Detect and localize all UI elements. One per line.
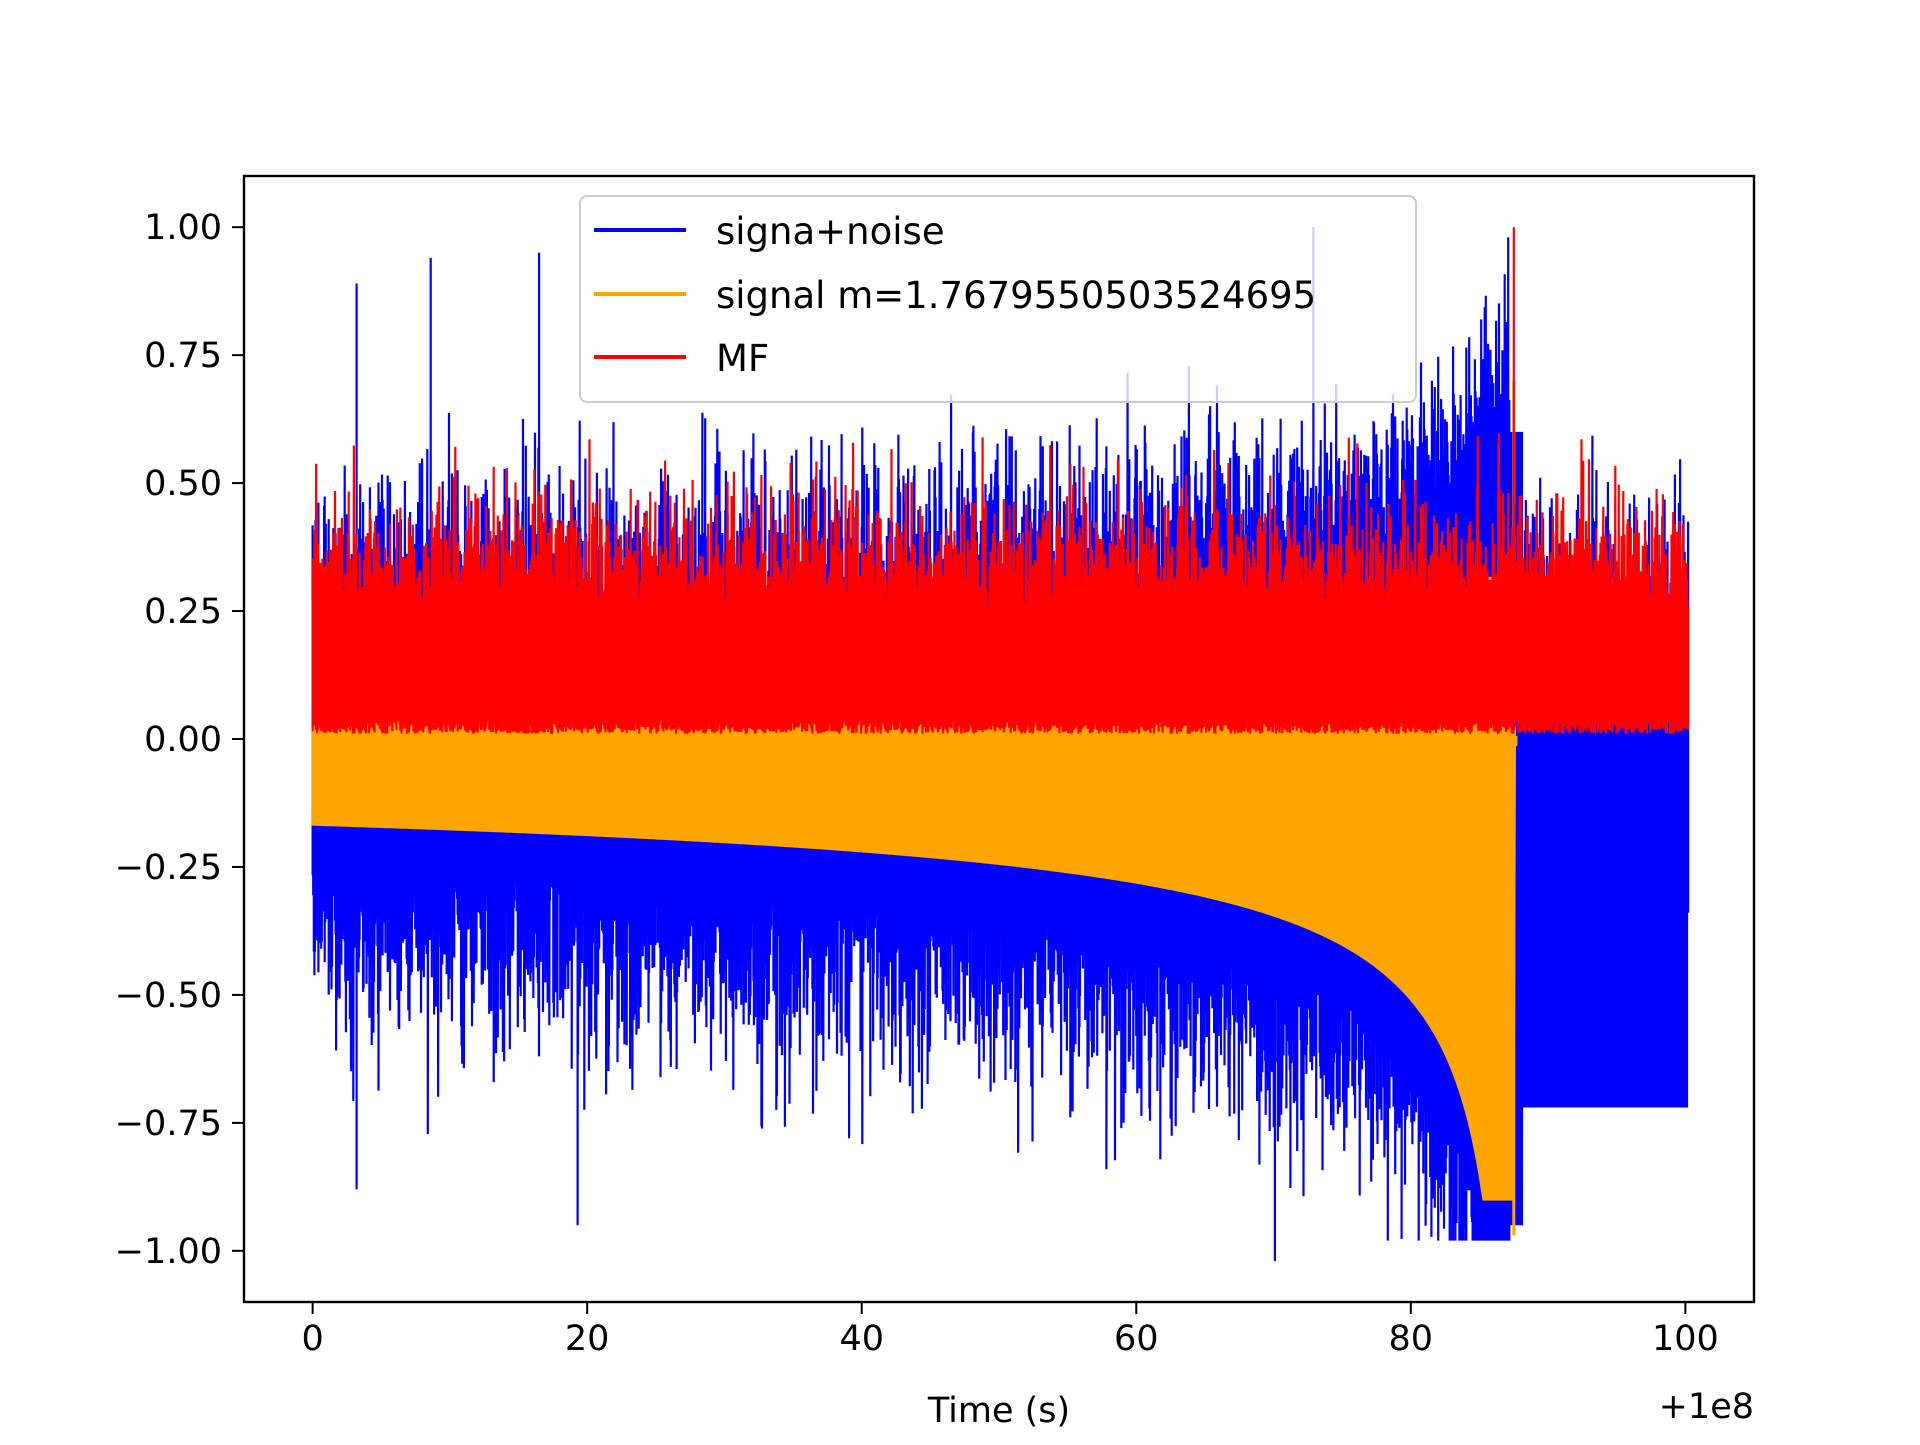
y-tick-label: 1.00: [144, 208, 222, 248]
series-mf-line: [311, 227, 1690, 734]
y-tick-label: −0.50: [115, 976, 222, 1016]
y-tick-label: 0.50: [144, 464, 222, 504]
legend-label-signal: signal m=1.7679550503524695: [716, 274, 1316, 317]
legend-label-signal-noise: signa+noise: [716, 210, 945, 253]
y-tick-label: 0.00: [144, 720, 222, 760]
y-tick-label: 0.25: [144, 592, 222, 632]
x-tick-label: 20: [565, 1319, 610, 1359]
x-axis-label: Time (s): [927, 1391, 1070, 1431]
y-tick-label: 0.75: [144, 336, 222, 376]
series-layer: [311, 227, 1690, 1262]
ticks-layer: 0 20 40 60 80 100 1.00 0.75 0.50 0.25 0.00 −0.25 −0.…: [115, 208, 1719, 1359]
x-tick-label: 80: [1389, 1319, 1434, 1359]
x-offset-label: +1e8: [1659, 1387, 1754, 1427]
legend-label-mf: MF: [716, 337, 769, 380]
series-signal-noise-tail: [1522, 744, 1689, 1108]
legend: signa+noise signal m=1.7679550503524695 …: [579, 195, 1417, 403]
y-tick-label: −1.00: [115, 1232, 222, 1272]
y-tick-label: −0.25: [115, 848, 222, 888]
x-tick-label: 0: [301, 1319, 323, 1359]
x-tick-label: 60: [1114, 1319, 1159, 1359]
x-tick-label: 100: [1652, 1319, 1719, 1359]
y-tick-label: −0.75: [115, 1104, 222, 1144]
x-tick-label: 40: [839, 1319, 884, 1359]
legend-box: [579, 195, 1417, 403]
